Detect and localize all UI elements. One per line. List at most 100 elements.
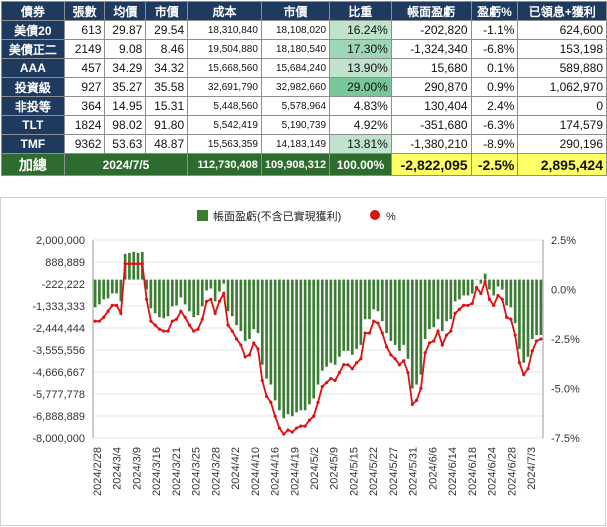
pnl-bar — [423, 279, 427, 339]
pct-point — [513, 333, 517, 337]
cost-cell: 15,668,560 — [187, 58, 262, 78]
pnl-bar — [230, 279, 234, 317]
pnl-bar — [513, 279, 517, 324]
pnl-bar — [299, 279, 303, 411]
pnl-bar — [500, 279, 504, 290]
pnl-bar — [346, 279, 350, 351]
header-cell: 比重 — [329, 1, 392, 21]
pct-point — [222, 291, 226, 296]
pnl-bar — [179, 279, 183, 298]
price-cell: 48.87 — [145, 134, 189, 154]
header-cell: 帳面盈虧 — [390, 1, 472, 21]
x-axis-tick: 2024/3/25 — [191, 447, 203, 496]
pnl-bar — [458, 279, 461, 300]
x-axis-tick: 2024/4/19 — [289, 447, 301, 496]
pnl-bar — [385, 279, 388, 334]
x-axis-tick: 2024/3/9 — [131, 447, 143, 490]
pnl-bar — [102, 279, 106, 300]
pnl-bar — [158, 279, 161, 318]
header-cell: 均價 — [104, 1, 147, 21]
header-cell: 盈虧% — [470, 1, 519, 21]
qty-cell: 457 — [63, 58, 106, 78]
pnl-bar — [368, 279, 371, 320]
avg-price-cell: 29.87 — [104, 20, 147, 40]
pct-point — [320, 384, 324, 389]
pnl-bar — [248, 279, 251, 339]
qty-cell: 613 — [63, 20, 106, 40]
bond-name: 美債正二 — [1, 39, 65, 59]
pnl-bar — [453, 279, 457, 302]
pct-point — [342, 363, 346, 367]
pct-point — [294, 426, 299, 430]
pnl-bar — [256, 279, 260, 334]
pct-point — [217, 299, 222, 303]
avg-price-cell: 35.27 — [104, 77, 147, 97]
right-axis-tick: -5.0% — [551, 384, 580, 396]
x-axis-tick: 2024/6/24 — [487, 447, 499, 496]
pct-point — [200, 317, 204, 321]
pnl-bar — [475, 279, 478, 281]
pct-point — [312, 414, 316, 418]
pct-point — [230, 329, 234, 333]
table-row: 美債正二 2149 9.08 8.46 19,504,880 18,180,54… — [1, 39, 607, 59]
pnl-bar — [200, 279, 204, 307]
table-row: TLT 1824 98.02 91.80 5,542,419 5,190,739… — [1, 115, 607, 135]
pct-point — [500, 297, 504, 301]
pnl-bar — [312, 279, 316, 399]
pct-point — [363, 331, 367, 335]
cost-cell: 32,691,790 — [187, 77, 262, 97]
pct-point — [277, 426, 282, 430]
pct-point — [174, 317, 179, 321]
pct-point — [470, 301, 474, 305]
value-cell: 15,684,240 — [260, 58, 331, 78]
pct-point — [286, 428, 290, 432]
pct-point — [166, 329, 170, 333]
price-cell: 8.46 — [145, 39, 189, 59]
qty-cell: 364 — [63, 96, 106, 116]
pct-point — [427, 341, 432, 345]
income-cell: 624,600 — [517, 20, 607, 40]
left-axis-tick: -5,777,778 — [32, 389, 85, 401]
price-cell: 91.80 — [145, 115, 189, 135]
pnl-bar — [316, 279, 320, 385]
x-axis-tick: 2024/3/21 — [171, 447, 183, 496]
weight-cell: 4.83% — [329, 96, 392, 116]
pct-point — [359, 357, 363, 361]
pnl-bar — [188, 279, 191, 312]
pct-point — [140, 262, 144, 266]
header-cell: 成本 — [187, 1, 262, 21]
x-axis-tick: 2024/4/16 — [270, 447, 282, 496]
qty-cell: 927 — [63, 77, 106, 97]
income-cell: 1,062,970 — [517, 77, 607, 97]
pct-point — [384, 345, 389, 349]
pnl-bar — [145, 279, 148, 290]
pnl-bar — [196, 279, 200, 316]
pct-point — [474, 285, 479, 290]
pnl-bar — [303, 279, 307, 411]
pct-point — [487, 297, 492, 301]
pnl-bar — [350, 279, 354, 355]
pnl-bar — [149, 279, 153, 309]
right-axis-labels: 2.5% 0.0% -2.5% -5.0% -7.5% — [551, 235, 580, 445]
legend-line-swatch — [370, 210, 380, 220]
pnl-bar — [398, 279, 401, 351]
legend-bar-swatch — [197, 210, 208, 221]
pct-point — [183, 315, 187, 319]
pct-point — [324, 380, 329, 385]
pnl-bar — [265, 279, 268, 379]
total-weight: 100.00% — [329, 153, 392, 176]
pnl-cell: -351,680 — [390, 115, 472, 135]
pct-point — [127, 262, 132, 266]
total-pnl: -2,822,095 — [390, 153, 472, 176]
x-axis-tick: 2024/4/10 — [250, 447, 262, 496]
x-axis-tick: 2024/5/27 — [388, 447, 400, 496]
avg-price-cell: 14.95 — [104, 96, 147, 116]
avg-price-cell: 34.29 — [104, 58, 147, 78]
pnl-bar — [205, 279, 208, 291]
pct-point — [97, 319, 102, 323]
pnl-bar — [363, 279, 367, 320]
pct-point — [269, 400, 273, 404]
pnl-bar — [419, 279, 423, 375]
pnl-bar — [226, 279, 230, 312]
pnl-bar — [389, 279, 393, 341]
